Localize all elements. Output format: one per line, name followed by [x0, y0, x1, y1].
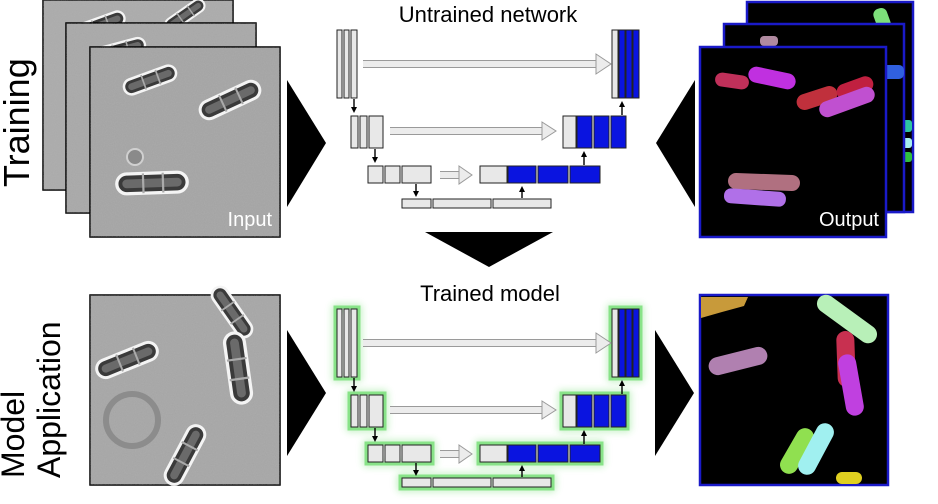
trained-unet [335, 307, 641, 489]
right-arrow-icon [655, 330, 694, 456]
output-label: Output [819, 209, 879, 231]
right-arrow-icon [287, 80, 326, 207]
trained-model-title: Trained model [420, 281, 560, 306]
right-arrow-icon [287, 330, 326, 456]
input-label: Input [228, 209, 273, 231]
untrained-network-title: Untrained network [399, 2, 579, 27]
row-label-model: Model [0, 391, 31, 478]
application-input-image [89, 282, 281, 489]
application-output-mask [698, 293, 890, 487]
down-arrow-icon [425, 232, 553, 267]
training-output-stack: Output [698, 0, 915, 239]
row-label-training: Training [0, 58, 37, 187]
untrained-unet [337, 30, 639, 208]
training-input-stack: Input [42, 0, 281, 238]
row-label-application: Application [31, 321, 67, 478]
output-mask-front: Output [698, 45, 888, 239]
input-image-front: Input [89, 46, 281, 238]
left-arrow-icon [656, 80, 695, 207]
